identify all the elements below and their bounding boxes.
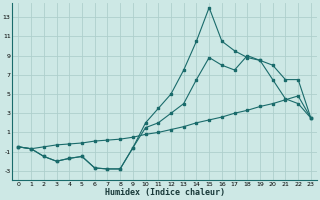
- X-axis label: Humidex (Indice chaleur): Humidex (Indice chaleur): [105, 188, 225, 197]
